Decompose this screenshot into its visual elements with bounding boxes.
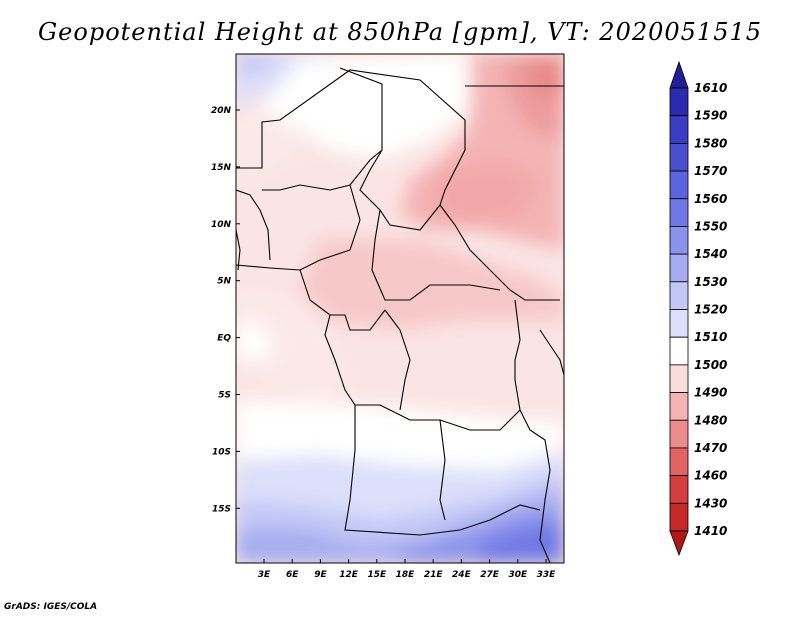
lon-tick-label: 18E [396, 570, 416, 580]
colorbar-segment [669, 502, 689, 532]
colorbar-label: 1430 [694, 496, 727, 510]
lat-tick-label: 20N [211, 106, 232, 116]
colorbar-bottom-arrow [669, 530, 689, 557]
colorbar-label: 1500 [694, 358, 727, 372]
lat-tick-label: 10N [211, 220, 232, 230]
lat-tick-label: 15S [212, 504, 231, 514]
height-field [236, 54, 564, 563]
colorbar-segment [669, 447, 689, 477]
colorbar-label: 1470 [694, 441, 727, 455]
lat-tick-label: 10S [212, 447, 231, 457]
lon-tick-label: 12E [339, 570, 359, 580]
colorbar-segment [669, 226, 689, 255]
colorbar-segment [669, 281, 689, 310]
lon-tick-label: 30E [508, 570, 528, 580]
map-title: Geopotential Height at 850hPa [gpm], VT:… [38, 18, 762, 46]
colorbar-label: 1550 [694, 219, 727, 233]
colorbar-segment [669, 115, 689, 144]
colorbar-label: 1610 [694, 81, 727, 95]
colorbar-label: 1510 [694, 330, 727, 344]
colorbar-segment [669, 170, 689, 200]
lon-tick-label: 24E [452, 570, 472, 580]
lon-tick-label: 33E [537, 570, 557, 580]
grads-credit: GrADS: IGES/COLA [4, 602, 98, 612]
colorbar-label: 1480 [694, 413, 727, 427]
lon-tick-label: 27E [480, 570, 500, 580]
colorbar-label: 1590 [694, 109, 727, 123]
colorbar-label: 1580 [694, 136, 727, 150]
colorbar-label: 1530 [694, 275, 727, 289]
colorbar-segment [669, 336, 689, 366]
colorbar-label: 1520 [694, 303, 727, 317]
colorbar-segment [669, 198, 689, 227]
colorbar-segment [669, 475, 689, 504]
colorbar-segment [669, 87, 689, 117]
colorbar-segment [669, 419, 689, 449]
colorbar-segment [669, 253, 689, 283]
lon-tick-label: 9E [314, 570, 327, 580]
colorbar-label: 1490 [694, 386, 727, 400]
colorbar-segment [669, 364, 689, 393]
lat-tick-label: 15N [211, 163, 232, 173]
lon-tick-label: 15E [367, 570, 387, 580]
colorbar-label: 1540 [694, 247, 727, 261]
lon-tick-label: 3E [258, 570, 271, 580]
colorbar-segment [669, 142, 689, 172]
lat-tick-label: EQ [217, 334, 231, 344]
lon-tick-label: 21E [424, 570, 444, 580]
colorbar-label: 1570 [694, 164, 727, 178]
colorbar-label: 1560 [694, 192, 727, 206]
longitude-axis: 3E 6E 9E 12E 15E 18E 21E 24E 27E 30E 33E [258, 559, 556, 580]
colorbar: 1610 1590 1580 1570 1560 1550 1540 1530 1520 1510… [669, 60, 727, 557]
map-frame [235, 53, 565, 564]
lat-tick-label: 5N [217, 277, 231, 287]
colorbar-label: 1410 [694, 524, 727, 538]
colorbar-segment [669, 392, 689, 421]
colorbar-top-arrow [669, 60, 689, 89]
latitude-axis: 20N 15N 10N 5N EQ 5S 10S 15S [211, 106, 240, 514]
colorbar-segment [669, 309, 689, 338]
lon-tick-label: 6E [286, 570, 299, 580]
colorbar-label: 1460 [694, 469, 727, 483]
lat-tick-label: 5S [218, 391, 231, 401]
country-borders [236, 67, 564, 563]
